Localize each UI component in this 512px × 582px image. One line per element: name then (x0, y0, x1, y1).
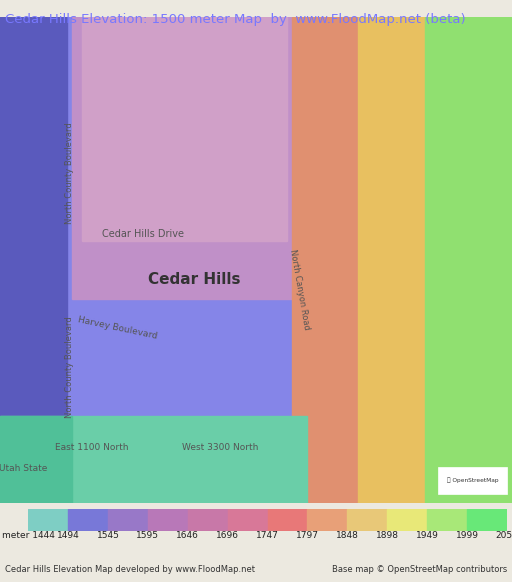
Bar (28, 509, 68, 531)
Text: Harvey Boulevard: Harvey Boulevard (77, 315, 158, 341)
Text: West 3300 North: West 3300 North (182, 443, 259, 452)
Bar (387, 509, 427, 531)
Bar (108, 509, 148, 531)
Bar (307, 509, 347, 531)
Bar (0, 17, 67, 503)
Text: Cedar Hills Drive: Cedar Hills Drive (102, 229, 184, 239)
Text: 1747: 1747 (256, 531, 279, 540)
Text: Cedar Hills Elevation Map developed by www.FloodMap.net: Cedar Hills Elevation Map developed by w… (5, 566, 255, 574)
Text: meter 1444: meter 1444 (2, 531, 55, 540)
Text: North County Boulevard: North County Boulevard (65, 122, 74, 224)
Text: 🔍 OpenStreetMap: 🔍 OpenStreetMap (447, 477, 498, 483)
Text: 1999: 1999 (456, 531, 479, 540)
Bar (292, 17, 512, 503)
Bar (148, 509, 188, 531)
Bar (358, 17, 512, 503)
Bar (228, 509, 267, 531)
Text: 1545: 1545 (96, 531, 119, 540)
Bar (438, 467, 507, 494)
Bar (188, 509, 228, 531)
Bar (267, 509, 307, 531)
Bar (0, 416, 307, 503)
Text: 1797: 1797 (296, 531, 319, 540)
Text: North County Boulevard: North County Boulevard (65, 317, 74, 418)
Text: Cedar Hills: Cedar Hills (148, 272, 241, 288)
Text: 1949: 1949 (416, 531, 439, 540)
Text: 1898: 1898 (376, 531, 399, 540)
Bar (68, 509, 108, 531)
Bar (347, 509, 387, 531)
Text: Base map © OpenStreetMap contributors: Base map © OpenStreetMap contributors (332, 566, 507, 574)
Text: 1646: 1646 (176, 531, 199, 540)
Bar (72, 17, 297, 299)
Text: 1696: 1696 (216, 531, 239, 540)
Bar (82, 17, 287, 241)
Text: Utah State: Utah State (0, 464, 47, 473)
Text: 2050: 2050 (496, 531, 512, 540)
Bar (425, 17, 512, 503)
Text: 1595: 1595 (136, 531, 159, 540)
Bar (427, 509, 467, 531)
Bar (467, 509, 507, 531)
Text: 1848: 1848 (336, 531, 359, 540)
Text: East 1100 North: East 1100 North (55, 443, 129, 452)
Text: 1494: 1494 (57, 531, 79, 540)
Text: North Canyon Road: North Canyon Road (288, 249, 311, 331)
Text: Cedar Hills Elevation: 1500 meter Map  by  www.FloodMap.net (beta): Cedar Hills Elevation: 1500 meter Map by… (5, 13, 466, 26)
Bar (0, 17, 307, 503)
Bar (0, 416, 72, 503)
